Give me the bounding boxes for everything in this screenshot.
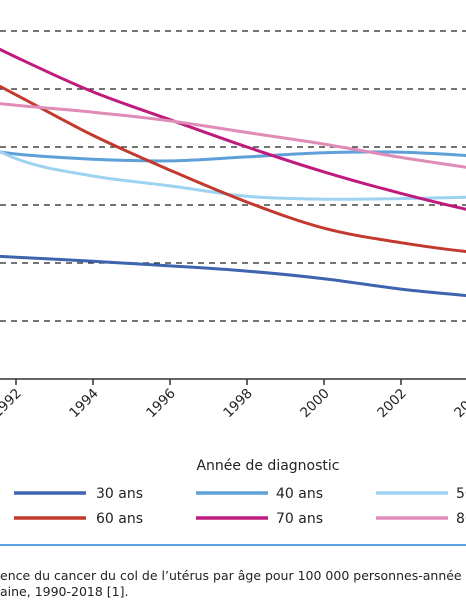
x-tick-label: 1994 (66, 386, 102, 422)
series-line-50-ans (0, 149, 466, 201)
legend-label: 40 ans (276, 486, 323, 502)
top-divider (0, 544, 466, 546)
caption-line-1: ence du cancer du col de l’utérus par âg… (0, 568, 462, 583)
x-axis-ticks: 1992199419961998200020022004200620082010… (0, 379, 466, 421)
x-tick-label: 1998 (220, 386, 256, 422)
legend-label: 50 ans (456, 486, 466, 502)
x-tick-label: 1996 (143, 386, 179, 422)
series-line-30-ans (0, 254, 466, 298)
x-tick-label: 2004 (451, 386, 466, 422)
series-line-40-ans (0, 150, 466, 163)
caption-line-2: aine, 1990-2018 [1]. (0, 584, 129, 599)
series-line-80-ans (0, 102, 466, 169)
legend: 30 ans 40 ans 50 ans 60 ans 70 ans 80 ans (14, 486, 466, 527)
series-lines (0, 47, 466, 298)
x-tick-label: 2000 (297, 386, 333, 422)
x-axis-label: Année de diagnostic (196, 458, 339, 474)
x-tick-label: 2002 (374, 386, 410, 422)
series-line-70-ans (0, 47, 466, 211)
legend-label: 30 ans (96, 486, 143, 502)
legend-label: 70 ans (276, 511, 323, 527)
incidence-line-chart: 1992199419961998200020022004200620082010… (0, 30, 466, 527)
legend-label: 80 ans (456, 511, 466, 527)
x-tick-label: 1992 (0, 386, 25, 422)
gridlines (0, 30, 466, 322)
figure-caption: ence du cancer du col de l’utérus par âg… (0, 568, 466, 600)
legend-label: 60 ans (96, 511, 143, 527)
series-line-60-ans (0, 84, 466, 253)
